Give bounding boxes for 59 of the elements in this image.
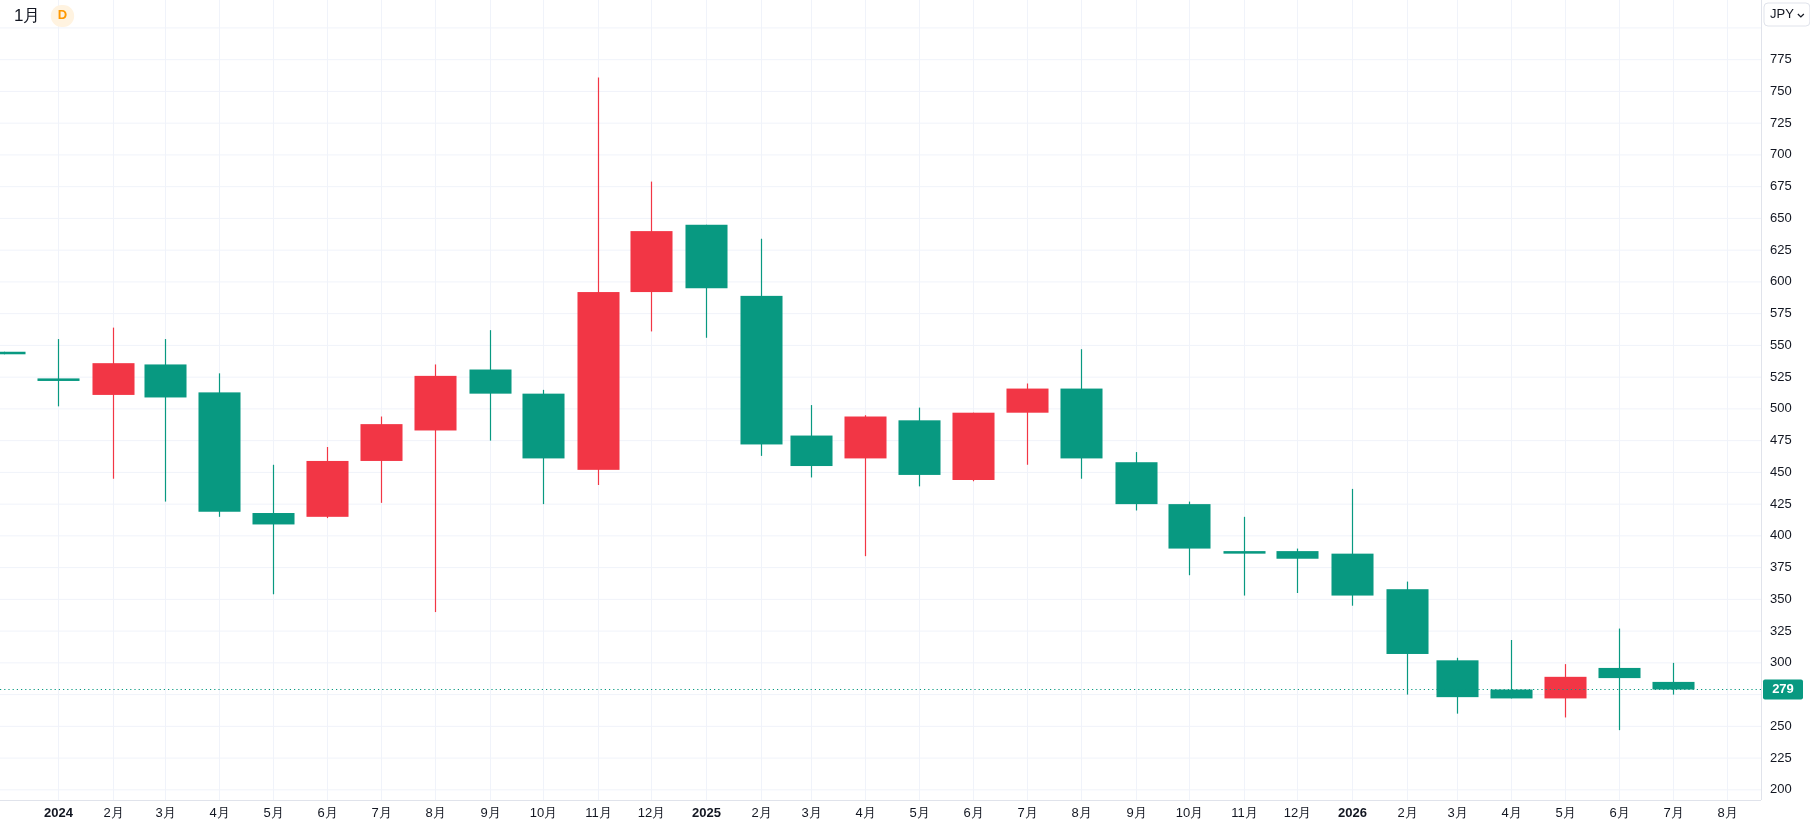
x-tick-label: 4月	[855, 805, 876, 821]
x-tick-label: 8月	[1717, 805, 1738, 821]
y-tick-label: 550	[1770, 336, 1792, 352]
y-tick-label: 525	[1770, 368, 1792, 384]
x-tick-label: 2025	[692, 805, 721, 821]
y-tick-label: 625	[1770, 241, 1792, 257]
y-tick-label: 500	[1770, 400, 1792, 416]
y-tick-label: 725	[1770, 114, 1792, 130]
x-tick-label: 4月	[1501, 805, 1522, 821]
annotation: D	[57, 7, 68, 23]
x-tick-label: 2月	[103, 805, 124, 821]
y-tick-label: 200	[1770, 781, 1792, 797]
x-tick-label: 5月	[909, 805, 930, 821]
y-tick-label: 250	[1770, 717, 1792, 733]
x-tick-label: 11月	[1231, 805, 1258, 821]
x-tick-label: 6月	[1609, 805, 1630, 821]
y-tick-label: 375	[1770, 559, 1792, 575]
x-tick-label: 11月	[585, 805, 612, 821]
x-tick-label: 12月	[1283, 805, 1312, 821]
x-tick-label: 2月	[751, 805, 772, 821]
y-tick-label: 650	[1770, 209, 1792, 225]
x-tick-label: 7月	[1017, 805, 1038, 821]
x-tick-label: 10月	[1175, 805, 1204, 821]
x-tick-label: 7月	[1663, 805, 1684, 821]
x-tick-label: 3月	[1447, 805, 1468, 821]
y-tick-label: 225	[1770, 749, 1792, 765]
x-tick-label: 3月	[155, 805, 176, 821]
x-tick-label: 4月	[209, 805, 230, 821]
x-tick-label: 2月	[1397, 805, 1418, 821]
y-tick-label: 600	[1770, 273, 1792, 289]
x-tick-label: 6月	[963, 805, 984, 821]
y-tick-label: 575	[1770, 305, 1792, 321]
text: JPY	[1770, 6, 1795, 22]
y-tick-label: 775	[1770, 51, 1792, 67]
x-tick-label: 8月	[1071, 805, 1092, 821]
y-tick-label: 450	[1770, 463, 1792, 479]
x-tick-label: 10月	[529, 805, 558, 821]
x-tick-label: 9月	[480, 805, 501, 821]
y-tick-label: 475	[1770, 432, 1792, 448]
y-tick-label: 425	[1770, 495, 1792, 511]
x-tick-label: 2026	[1338, 805, 1367, 821]
x-tick-label: 2024	[44, 805, 74, 821]
y-tick-label: 675	[1770, 178, 1792, 194]
y-tick-label: 300	[1770, 654, 1792, 670]
x-tick-label: 8月	[425, 805, 446, 821]
x-tick-label: 9月	[1126, 805, 1147, 821]
x-tick-label: 5月	[263, 805, 284, 821]
x-tick-label: 7月	[371, 805, 392, 821]
y-tick-label: 750	[1770, 82, 1792, 98]
y-tick-label: 700	[1770, 146, 1792, 162]
chart-title: 1月	[14, 6, 41, 26]
y-tick-label: 350	[1770, 590, 1792, 606]
x-tick-label: 6月	[317, 805, 338, 821]
x-tick-label: 3月	[801, 805, 822, 821]
y-tick-label: 325	[1770, 622, 1792, 638]
x-tick-label: 5月	[1555, 805, 1576, 821]
y-tick-label: 400	[1770, 527, 1792, 543]
ref-line-label: 279	[1772, 681, 1794, 697]
x-tick-label: 12月	[637, 805, 666, 821]
